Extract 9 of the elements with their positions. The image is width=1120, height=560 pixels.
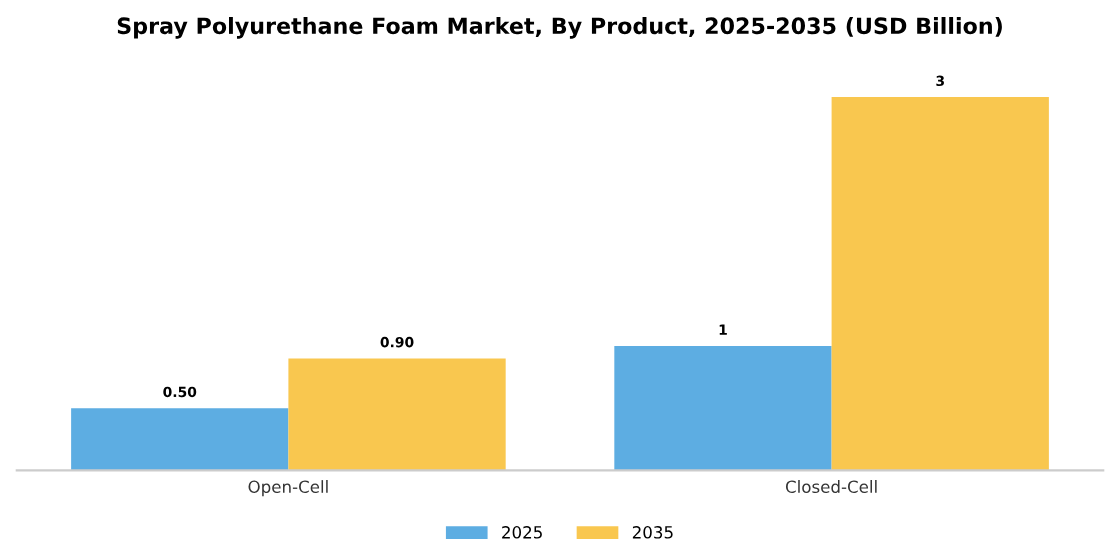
legend-label: 2025 bbox=[502, 526, 542, 539]
chart-title: Spray Polyurethane Foam Market, By Product, 2025-2035 (USD Billion) bbox=[117, 16, 1002, 39]
bar bbox=[614, 345, 832, 471]
bar bbox=[288, 358, 506, 471]
bar bbox=[831, 97, 1049, 471]
bar bbox=[71, 408, 289, 471]
x-tick-label: Open-Cell bbox=[248, 480, 328, 497]
x-tick-label: Closed-Cell bbox=[785, 480, 877, 494]
legend-label: 2035 bbox=[632, 526, 673, 539]
